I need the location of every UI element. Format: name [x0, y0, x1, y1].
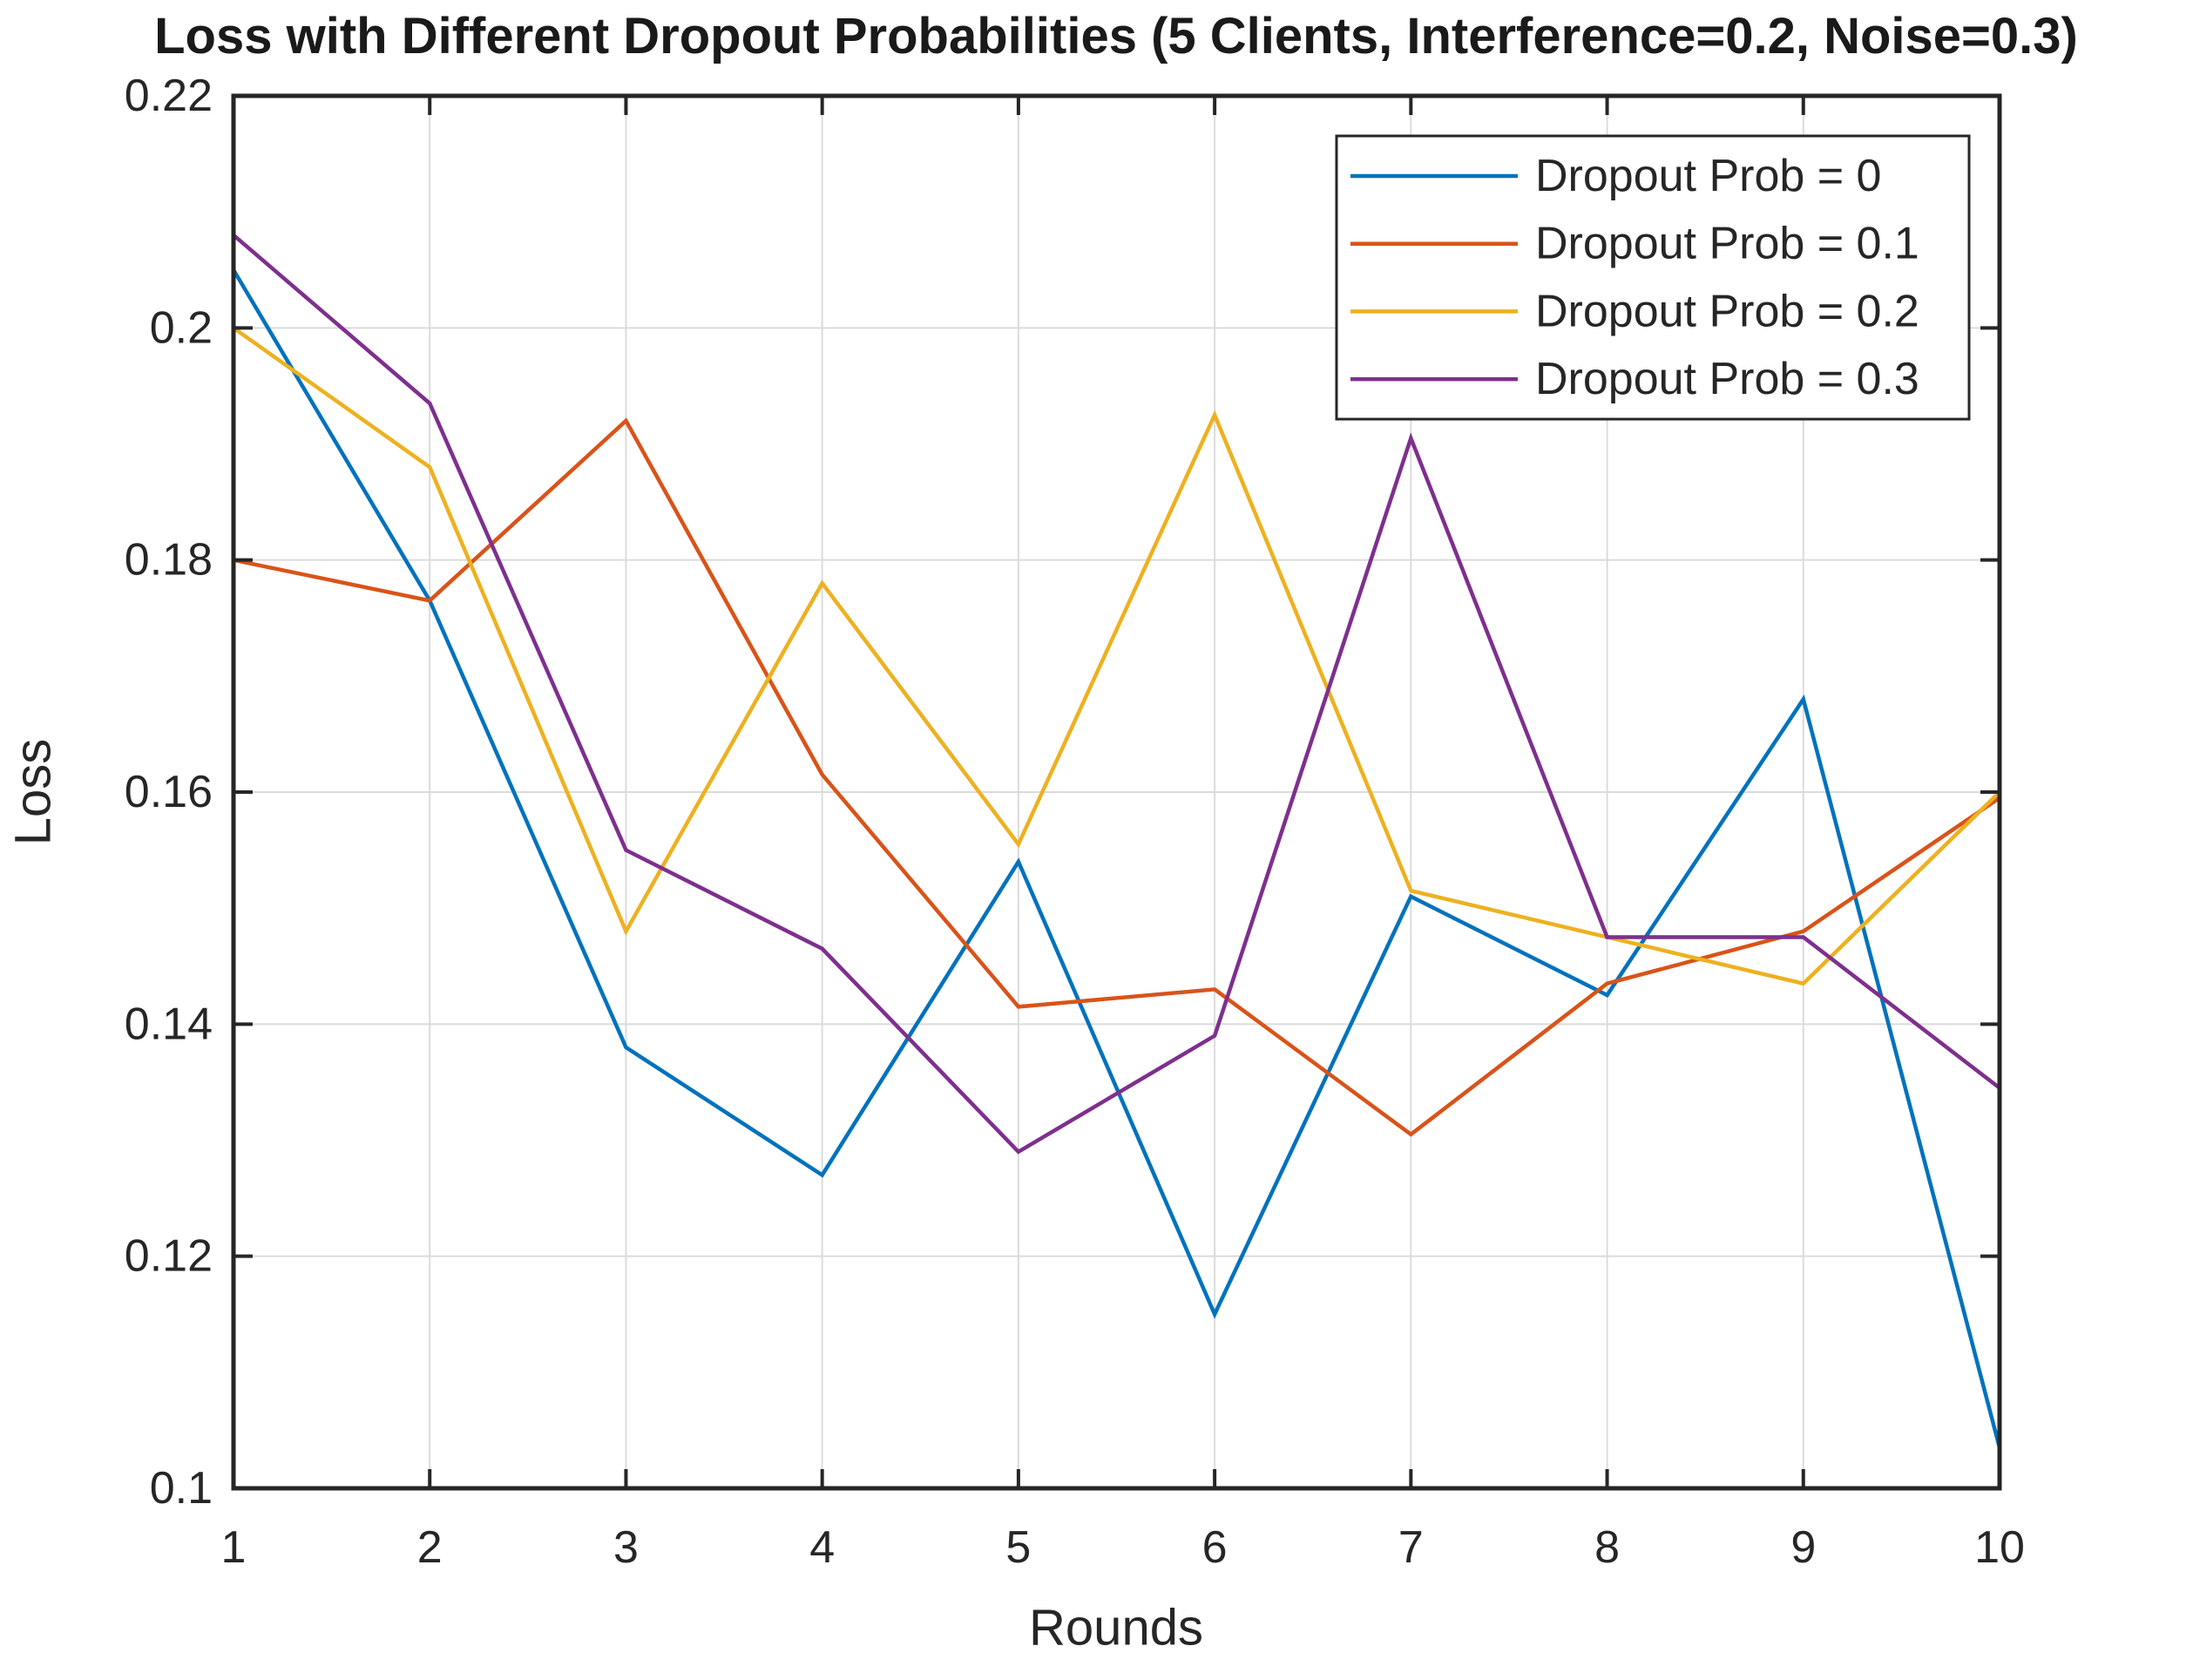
- x-tick-label: 3: [613, 1522, 639, 1573]
- chart-title: Loss with Different Dropout Probabilitie…: [154, 8, 2078, 64]
- y-axis-label: Loss: [4, 738, 62, 846]
- x-tick-label: 7: [1398, 1522, 1424, 1573]
- y-tick-label: 0.1: [150, 1463, 213, 1514]
- y-tick-label: 0.16: [125, 767, 213, 817]
- series-line-0: [232, 268, 2002, 1448]
- legend-label: Dropout Prob = 0: [1535, 151, 1881, 201]
- y-tick-label: 0.2: [150, 302, 213, 353]
- legend-box: [1335, 134, 1971, 421]
- x-tick-label: 10: [1974, 1522, 2025, 1573]
- x-tick-label: 4: [809, 1522, 835, 1573]
- x-tick-label: 1: [221, 1522, 247, 1573]
- x-tick-label: 9: [1790, 1522, 1816, 1573]
- x-axis-label: Rounds: [1029, 1599, 1203, 1656]
- y-tick-label: 0.18: [125, 535, 213, 586]
- x-tick-label: 5: [1005, 1522, 1031, 1573]
- x-tick-label: 8: [1594, 1522, 1620, 1573]
- x-tick-label: 2: [417, 1522, 443, 1573]
- legend-label: Dropout Prob = 0.1: [1535, 219, 1919, 269]
- legend-label: Dropout Prob = 0.3: [1535, 354, 1919, 404]
- x-tick-label: 6: [1202, 1522, 1228, 1573]
- y-tick-label: 0.22: [125, 71, 213, 121]
- series-line-2: [232, 326, 2001, 986]
- legend-label: Dropout Prob = 0.2: [1535, 286, 1919, 336]
- y-tick-label: 0.12: [125, 1231, 213, 1282]
- series-line-1: [233, 417, 2001, 1137]
- series-line-3: [232, 234, 2001, 1155]
- y-tick-label: 0.14: [125, 999, 213, 1049]
